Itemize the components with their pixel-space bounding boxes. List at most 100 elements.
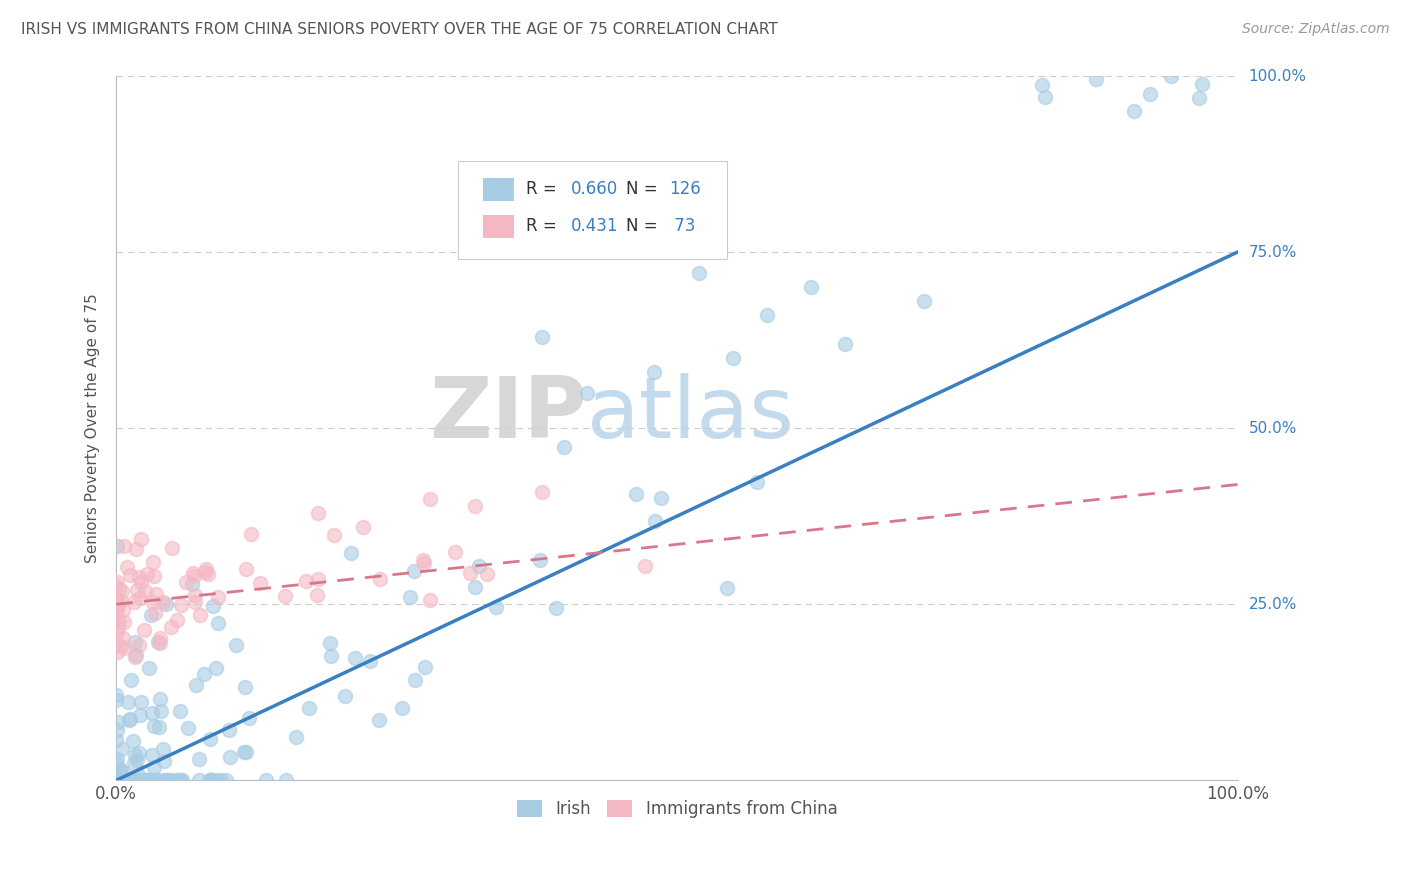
Point [105,626,128,640]
Point [105,773,128,788]
Point [184,594,207,608]
Point [176,574,198,589]
Point [274,773,297,788]
Point [1033,90,1056,104]
Point [112,603,135,617]
Point [688,266,710,280]
Text: IRISH VS IMMIGRANTS FROM CHINA SENIORS POVERTY OVER THE AGE OF 75 CORRELATION CH: IRISH VS IMMIGRANTS FROM CHINA SENIORS P… [21,22,778,37]
Point [576,386,599,401]
Point [112,773,135,788]
Point [531,329,554,343]
Point [127,767,149,781]
Point [197,566,219,581]
Point [117,773,139,788]
Point [142,555,165,569]
Point [143,773,166,788]
Point [716,581,738,595]
Point [485,599,508,614]
Point [121,733,143,747]
Text: 100.0%: 100.0% [1249,69,1306,84]
Text: N =: N = [627,217,664,235]
Point [155,773,177,788]
Point [198,732,221,747]
Point [359,654,381,668]
Point [105,591,128,606]
Point [134,623,156,637]
Point [105,610,128,624]
Point [125,753,148,767]
Point [367,713,389,727]
Point [115,560,138,574]
Point [129,695,152,709]
Point [202,599,225,613]
Point [544,600,567,615]
Point [166,613,188,627]
Point [1123,103,1146,118]
Point [124,650,146,665]
Point [117,694,139,708]
Point [105,733,128,747]
Point [205,661,228,675]
Point [198,773,221,788]
Point [412,556,434,570]
Point [110,594,132,608]
Point [124,648,146,662]
Point [307,572,329,586]
Point [135,773,157,788]
Point [107,773,129,788]
Point [105,752,128,766]
Point [149,636,172,650]
Point [110,773,132,788]
Point [120,568,142,582]
Point [155,597,177,611]
Point [235,562,257,576]
Point [128,570,150,584]
Point [142,569,165,583]
Point [643,365,665,379]
Point [644,514,666,528]
Point [128,638,150,652]
Point [105,595,128,609]
Point [307,589,329,603]
Text: 25.0%: 25.0% [1249,597,1296,612]
Point [200,773,222,788]
Point [105,645,128,659]
Point [143,607,166,621]
Point [111,764,134,779]
Point [122,594,145,608]
Point [323,527,346,541]
Point [120,712,142,726]
Point [107,622,129,636]
Point [391,700,413,714]
FancyBboxPatch shape [482,178,515,202]
Text: 75.0%: 75.0% [1249,244,1296,260]
Point [464,581,486,595]
Point [108,615,131,630]
Point [138,773,160,788]
Point [142,595,165,609]
Point [193,666,215,681]
Point [107,773,129,788]
Point [207,590,229,604]
Point [184,678,207,692]
Point [125,542,148,557]
Point [160,773,183,788]
Point [225,638,247,652]
Point [721,351,744,365]
FancyBboxPatch shape [482,215,515,238]
Point [464,499,486,513]
Point [105,773,128,788]
Point [138,661,160,675]
Point [800,280,823,294]
Point [162,541,184,555]
Point [1188,91,1211,105]
Point [124,747,146,762]
Point [105,688,128,702]
Point [188,752,211,766]
Point [834,336,856,351]
Text: ZIP: ZIP [429,373,588,456]
Point [650,491,672,505]
Point [239,526,262,541]
Point [153,754,176,768]
Point [105,596,128,610]
